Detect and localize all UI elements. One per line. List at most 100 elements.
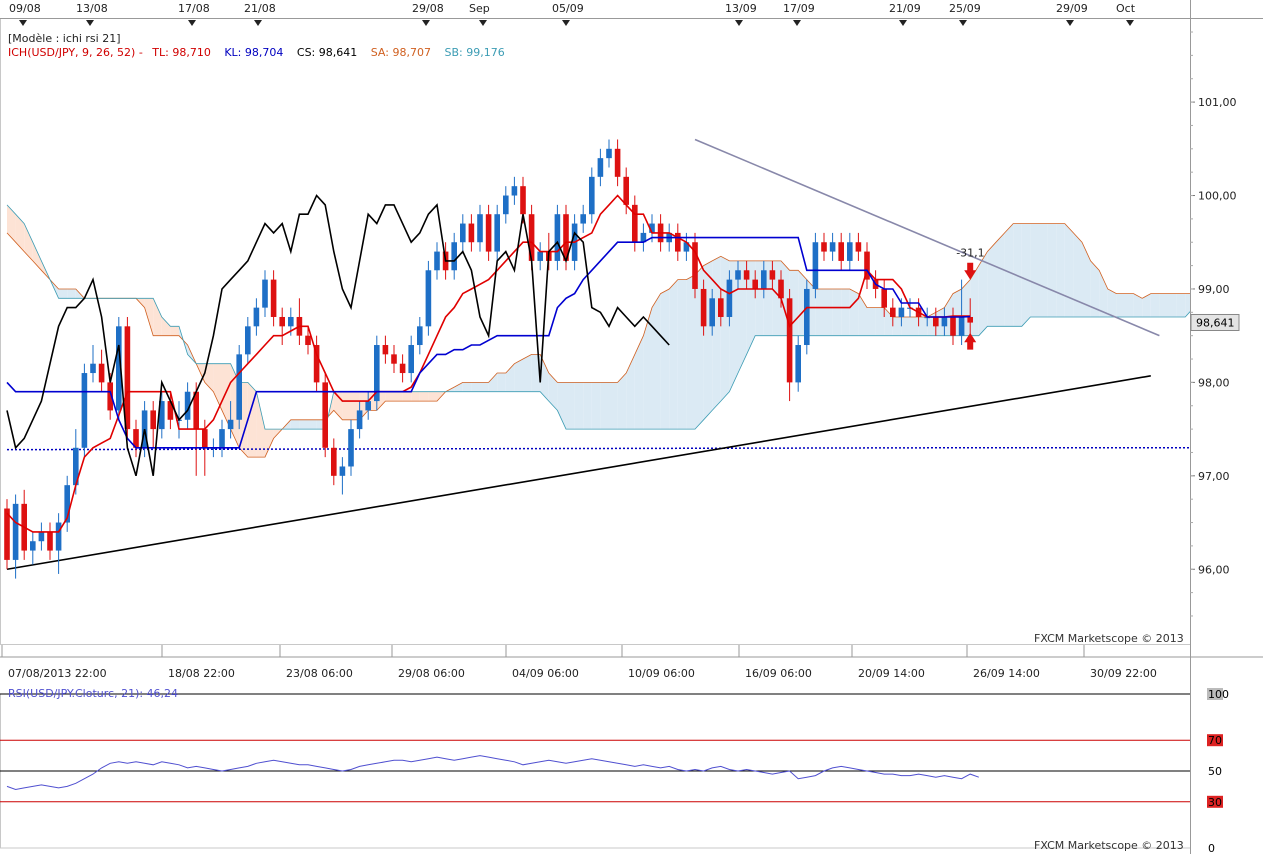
cloud-segment	[1107, 288, 1117, 317]
candle-body	[365, 401, 371, 411]
cloud-segment	[144, 298, 154, 336]
candle-body	[348, 429, 354, 467]
candle-body	[743, 270, 750, 280]
price-tick-label: 99,00	[1198, 283, 1230, 296]
candle-body	[718, 298, 724, 317]
candle-body	[150, 410, 156, 430]
candle-body	[167, 401, 174, 420]
candle-body	[528, 214, 535, 261]
rsi-tick-bg	[1207, 765, 1223, 777]
current-price-label: 98,641	[1196, 316, 1235, 329]
rsi-line	[6, 755, 979, 791]
candle-body	[795, 345, 801, 383]
cloud-segment	[342, 391, 351, 420]
price-tick-label: 98,00	[1198, 376, 1230, 389]
bottom-date-label: 07/08/2013 22:00	[8, 667, 107, 680]
date-marker-icon	[735, 20, 743, 26]
candle-body	[227, 419, 234, 430]
date-marker-icon	[479, 20, 487, 26]
rsi-tick-bg	[1207, 795, 1223, 808]
cloud-segment	[1004, 223, 1014, 327]
cloud-segment	[402, 391, 412, 402]
candle-body	[245, 326, 251, 355]
legend-tenkan: TL: 98,710	[152, 46, 211, 59]
candle-body	[270, 279, 277, 317]
cloud-segment	[1073, 232, 1082, 317]
cloud-segment	[299, 419, 308, 430]
candle-body	[898, 307, 905, 317]
cloud-segment	[634, 335, 644, 430]
price-tick-label: 100,00	[1198, 190, 1237, 203]
legend-span-a: SA: 98,707	[370, 46, 431, 59]
cloud-segment	[1125, 293, 1134, 317]
cloud-segment	[652, 293, 661, 430]
candle-body	[933, 316, 939, 327]
cloud-segment	[24, 223, 33, 261]
candle-body	[30, 541, 36, 551]
cloud-segment	[153, 298, 162, 336]
rsi-tick-bg	[1207, 734, 1223, 747]
date-marker-icon	[1126, 20, 1134, 26]
candle-body	[425, 270, 432, 327]
date-marker-icon	[959, 20, 967, 26]
cloud-segment	[703, 260, 713, 420]
date-marker-icon	[899, 20, 907, 26]
cloud-segment	[1056, 223, 1065, 317]
candle-body	[159, 401, 165, 430]
cloud-segment	[385, 391, 394, 402]
candle-body	[202, 429, 208, 448]
bottom-date-label: 30/09 22:00	[1090, 667, 1157, 680]
cloud-segment	[1116, 293, 1125, 317]
candle-body	[580, 214, 586, 224]
candle-body	[769, 270, 776, 280]
candle-body	[494, 214, 500, 252]
plot-area	[4, 138, 1190, 579]
candle-body	[55, 522, 62, 551]
cloud-segment	[548, 373, 558, 411]
cloud-segment	[720, 256, 730, 402]
top-date-label: 13/08	[76, 2, 108, 15]
cloud-segment	[824, 288, 833, 336]
cloud-segment	[161, 316, 171, 336]
cloud-segment	[222, 363, 231, 430]
cloud-segment	[892, 316, 902, 336]
buy-arrow-icon	[964, 332, 977, 350]
cloud-segment	[875, 307, 885, 336]
cloud-segment	[867, 307, 876, 336]
candle-body	[786, 298, 793, 383]
candle-body	[958, 316, 965, 336]
cloud-segment	[1133, 293, 1143, 317]
price-tick-label: 97,00	[1198, 470, 1230, 483]
cloud-segment	[600, 382, 609, 430]
candle-body	[511, 186, 518, 196]
rsi-tick-label: 30	[1208, 796, 1222, 809]
candle-body	[279, 316, 285, 327]
cloud-segment	[58, 288, 68, 299]
cloud-segment	[471, 382, 480, 392]
candle-body	[262, 279, 268, 308]
top-date-label: 21/09	[889, 2, 921, 15]
bottom-date-label: 10/09 06:00	[628, 667, 695, 680]
candle-body	[451, 242, 457, 271]
ichimoku-legend-title: ICH(USD/JPY, 9, 26, 52) -	[8, 46, 143, 59]
resistance-trendline	[694, 138, 1160, 337]
candle-body	[838, 242, 844, 261]
candle-body	[116, 326, 122, 411]
candle-body	[253, 307, 260, 327]
cloud-segment	[626, 354, 635, 430]
candle-body	[503, 195, 509, 215]
cloud-segment	[308, 419, 317, 430]
candle-body	[855, 242, 862, 252]
cloud-segment	[669, 279, 678, 430]
cloud-segment	[1142, 293, 1151, 317]
cloud-segment	[67, 288, 76, 299]
candle-body	[941, 316, 948, 327]
candle-body	[219, 429, 225, 448]
tenkan-line	[6, 194, 971, 533]
cloud-segment	[910, 316, 919, 336]
cloud-segment	[15, 214, 25, 252]
top-date-label: 13/09	[725, 2, 757, 15]
candle-body	[193, 391, 199, 430]
cloud-segment	[815, 288, 824, 336]
